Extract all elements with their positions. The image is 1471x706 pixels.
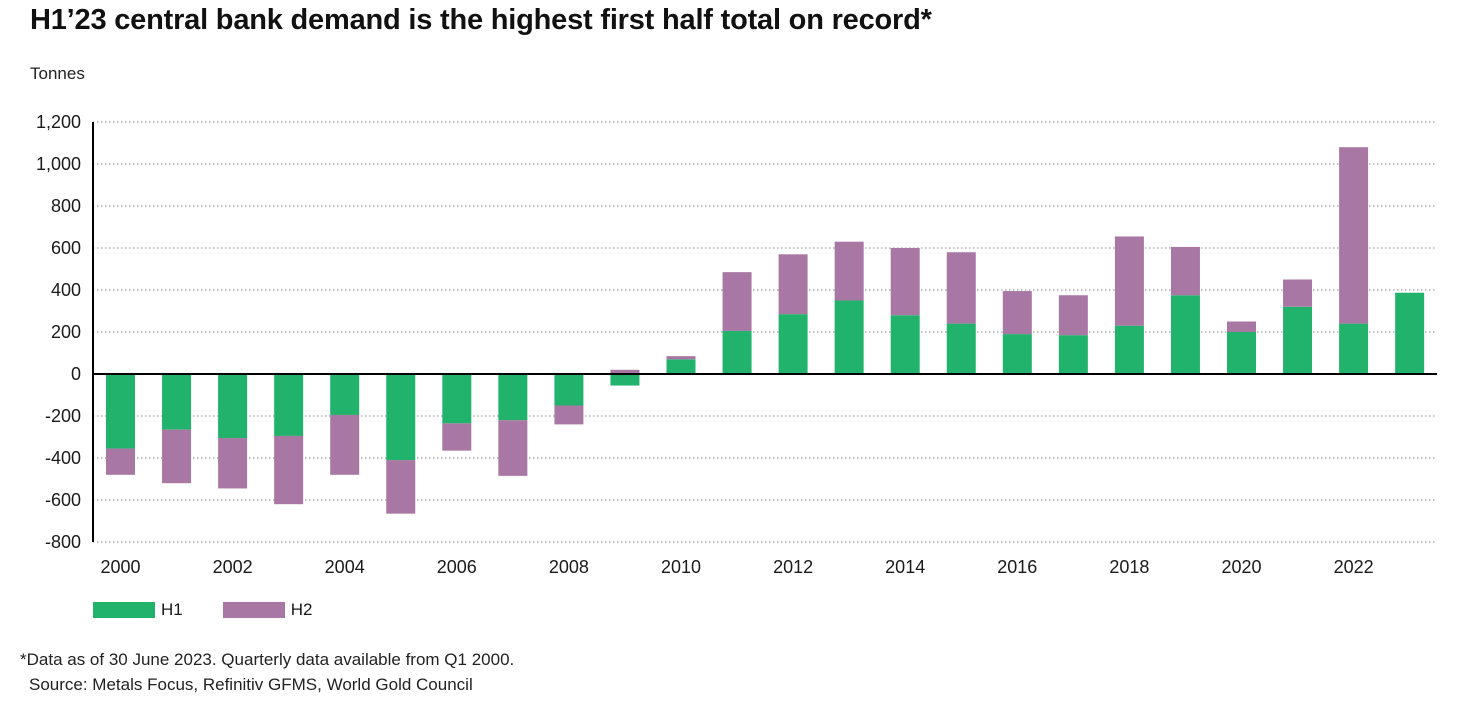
bar-h2-2022 [1339, 147, 1369, 324]
bar-h2-2006 [442, 423, 472, 451]
x-tick-label: 2002 [213, 557, 253, 577]
x-tick-labels: 2000 2002 2004 2006 2008 2010 2012 2014 2016 2018… [100, 557, 1373, 577]
legend: H1 H2 [93, 600, 352, 620]
bar-h2-2021 [1283, 279, 1313, 307]
bar-h1-2006 [442, 374, 472, 424]
x-tick-label: 2018 [1109, 557, 1149, 577]
footnote-text: *Data as of 30 June 2023. Quarterly data… [20, 650, 515, 669]
bar-h2-2003 [274, 435, 304, 505]
bar-h2-2015 [946, 252, 976, 324]
bar-h1-2001 [162, 374, 192, 430]
bars [106, 147, 1425, 514]
bar-h2-2013 [834, 241, 864, 301]
bar-h1-2018 [1114, 325, 1144, 374]
bar-h1-2022 [1339, 323, 1369, 374]
legend-swatch-h1 [93, 602, 155, 618]
bar-h2-2018 [1114, 236, 1144, 326]
y-tick-label: 200 [51, 322, 81, 342]
bar-h2-2014 [890, 248, 920, 316]
bar-h1-2015 [946, 323, 976, 374]
bar-h2-2004 [330, 414, 360, 475]
bar-h2-2008 [554, 405, 584, 425]
x-tick-label: 2016 [997, 557, 1037, 577]
footnote-block: *Data as of 30 June 2023. Quarterly data… [20, 647, 514, 697]
bar-h2-2019 [1170, 246, 1200, 296]
bar-h1-2002 [218, 374, 248, 439]
bar-h2-2002 [218, 438, 248, 489]
bar-h1-2016 [1002, 334, 1032, 374]
bar-h1-2007 [498, 374, 528, 421]
bar-h1-2005 [386, 374, 416, 461]
y-tick-label: -800 [45, 532, 81, 552]
y-tick-label: -600 [45, 490, 81, 510]
y-tick-labels: -800 -600 -400 -200 0 200 400 600 800 1,000 1,200 [36, 112, 81, 552]
bar-h2-2020 [1227, 321, 1256, 332]
bar-h1-2017 [1058, 335, 1088, 374]
bar-h2-2017 [1058, 295, 1088, 336]
legend-label-h2: H2 [290, 600, 313, 619]
bar-h1-2023 [1395, 292, 1425, 374]
y-tick-label: 400 [51, 280, 81, 300]
y-tick-label: 600 [51, 238, 81, 258]
x-tick-label: 2004 [325, 557, 365, 577]
y-tick-label: 1,200 [36, 112, 81, 132]
x-tick-label: 2014 [885, 557, 925, 577]
bar-h1-2013 [834, 300, 864, 374]
bar-h2-2009 [610, 369, 640, 374]
bar-h1-2019 [1170, 295, 1200, 374]
y-tick-label: 0 [71, 364, 81, 384]
x-tick-label: 2012 [773, 557, 813, 577]
x-tick-label: 2006 [437, 557, 477, 577]
bar-h2-2001 [162, 429, 192, 484]
bar-h2-2000 [106, 448, 135, 475]
bar-h2-2016 [1002, 291, 1032, 335]
stacked-bar-chart: -800-600-400-20002004006008001,0001,200 … [36, 112, 1437, 577]
bar-h1-2008 [554, 374, 584, 406]
bar-h1-2003 [274, 374, 304, 436]
gridlines [93, 121, 1437, 543]
x-tick-label: 2010 [661, 557, 701, 577]
bar-h2-2005 [386, 460, 416, 514]
bar-h1-2012 [778, 314, 808, 374]
x-tick-label: 2022 [1334, 557, 1374, 577]
legend-item-h1: H1 [93, 600, 183, 620]
bar-h2-2012 [778, 254, 808, 315]
bar-h1-2014 [890, 315, 920, 374]
axes [92, 122, 1437, 542]
bar-h1-2009 [610, 374, 640, 386]
x-tick-label: 2020 [1221, 557, 1261, 577]
y-tick-label: 800 [51, 196, 81, 216]
bar-h1-2004 [330, 374, 360, 415]
y-axis-unit-label: Tonnes [30, 64, 85, 83]
x-tick-label: 2000 [100, 557, 140, 577]
chart-title: H1’23 central bank demand is the highest… [30, 4, 932, 36]
legend-item-h2: H2 [222, 600, 313, 620]
bar-h1-2011 [722, 330, 752, 374]
y-tick-label: -400 [45, 448, 81, 468]
legend-swatch-h2 [222, 602, 285, 618]
source-text: Source: Metals Focus, Refinitiv GFMS, Wo… [29, 675, 473, 694]
bar-h2-2007 [498, 420, 528, 476]
y-tick-label: 1,000 [36, 154, 81, 174]
x-tick-label: 2008 [549, 557, 589, 577]
legend-label-h1: H1 [161, 600, 183, 619]
bar-h1-2021 [1283, 306, 1313, 374]
y-tick-label: -200 [45, 406, 81, 426]
bar-h1-2010 [666, 359, 696, 374]
bar-h2-2010 [666, 356, 696, 360]
bar-h1-2020 [1227, 332, 1256, 374]
bar-h2-2011 [722, 272, 752, 331]
bar-h1-2000 [106, 374, 135, 449]
